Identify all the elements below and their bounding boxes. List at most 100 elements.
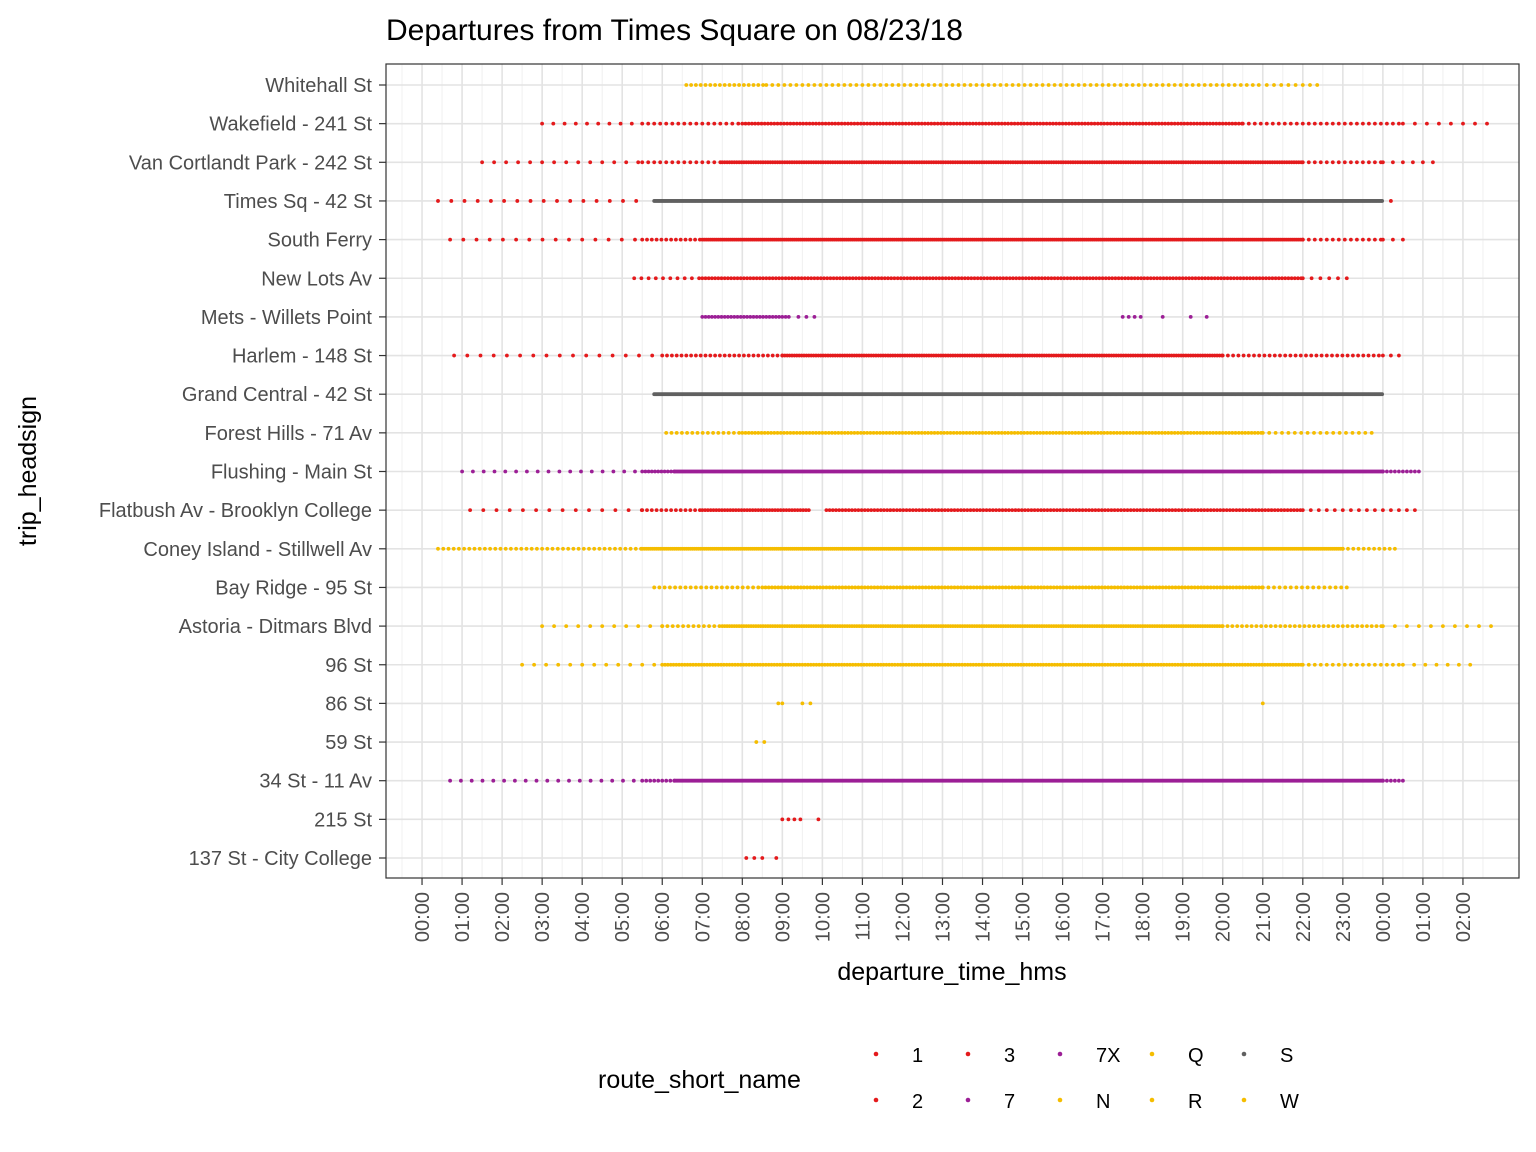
data-point — [820, 121, 825, 126]
data-point — [1206, 276, 1211, 281]
data-point — [714, 585, 719, 590]
data-point — [1231, 585, 1235, 590]
data-point — [1293, 83, 1298, 87]
data-point — [887, 121, 892, 126]
data-point — [1244, 276, 1249, 281]
data-point — [908, 276, 913, 281]
data-point — [674, 237, 678, 242]
data-point — [822, 276, 826, 281]
data-point — [929, 121, 934, 126]
data-point — [634, 199, 639, 203]
data-point — [1036, 276, 1041, 281]
data-point — [1385, 469, 1389, 474]
data-point — [674, 353, 679, 358]
data-point — [882, 276, 887, 281]
data-point — [1099, 121, 1103, 126]
data-point — [1361, 237, 1365, 242]
data-point — [1318, 160, 1323, 165]
data-point — [640, 160, 645, 165]
data-point — [616, 662, 621, 667]
data-point — [676, 624, 680, 628]
data-point — [468, 508, 472, 513]
data-point — [1453, 624, 1457, 628]
data-point — [727, 83, 732, 87]
data-point — [698, 83, 703, 87]
data-point — [1267, 430, 1272, 435]
data-point — [611, 469, 616, 474]
data-point — [1203, 276, 1207, 281]
data-point — [1238, 276, 1243, 281]
data-point — [449, 199, 454, 203]
data-point — [788, 83, 793, 87]
data-point — [579, 469, 583, 474]
data-point — [451, 546, 456, 551]
data-point — [1019, 121, 1023, 126]
data-point — [890, 430, 895, 435]
data-point — [612, 160, 617, 165]
data-point — [1046, 276, 1051, 281]
data-point — [1381, 624, 1385, 628]
data-point — [1401, 662, 1405, 667]
data-point — [1294, 585, 1299, 590]
data-point — [1166, 121, 1171, 126]
data-point — [740, 121, 745, 126]
data-point — [1044, 121, 1049, 126]
data-point — [532, 662, 536, 667]
data-point — [751, 276, 756, 281]
data-point — [629, 121, 634, 126]
data-point — [1154, 83, 1159, 87]
data-point — [913, 121, 918, 126]
data-point — [1342, 121, 1347, 126]
data-point — [1302, 624, 1307, 628]
data-point — [889, 276, 894, 281]
data-point — [652, 662, 657, 667]
data-point — [1306, 662, 1311, 667]
data-point — [990, 121, 994, 126]
data-point — [637, 353, 641, 358]
data-point — [557, 353, 562, 358]
data-point — [908, 83, 913, 87]
data-point — [713, 315, 717, 319]
data-point — [1351, 546, 1356, 551]
data-point — [1001, 276, 1006, 281]
data-point — [986, 83, 991, 87]
data-point — [460, 469, 464, 474]
data-point — [441, 546, 446, 551]
data-point — [678, 508, 683, 513]
data-point — [746, 121, 751, 126]
data-point — [756, 585, 761, 590]
data-point — [998, 276, 1002, 281]
data-point — [623, 546, 628, 551]
data-point — [622, 469, 627, 474]
data-point — [1367, 237, 1371, 242]
data-point — [735, 315, 740, 319]
data-point — [1179, 121, 1183, 126]
data-point — [669, 430, 674, 435]
data-point — [673, 585, 677, 590]
data-point — [664, 508, 669, 513]
data-point — [1087, 276, 1092, 281]
data-point — [540, 121, 544, 126]
data-point — [968, 83, 973, 87]
data-point — [975, 276, 980, 281]
data-point — [767, 315, 772, 319]
data-point — [640, 121, 645, 126]
data-point — [1373, 237, 1377, 242]
data-point — [1283, 276, 1288, 281]
data-point — [688, 585, 693, 590]
data-point — [838, 276, 842, 281]
data-point — [1367, 160, 1371, 165]
data-point — [1356, 546, 1361, 551]
data-point — [1468, 662, 1473, 667]
data-point — [992, 83, 997, 87]
data-point — [782, 121, 786, 126]
data-point — [769, 121, 773, 126]
data-point — [937, 276, 942, 281]
data-point — [966, 276, 970, 281]
data-point — [740, 585, 745, 590]
data-point — [940, 276, 945, 281]
data-point — [746, 353, 751, 358]
data-point — [459, 778, 463, 783]
data-point — [475, 199, 480, 203]
data-point — [1342, 662, 1347, 667]
